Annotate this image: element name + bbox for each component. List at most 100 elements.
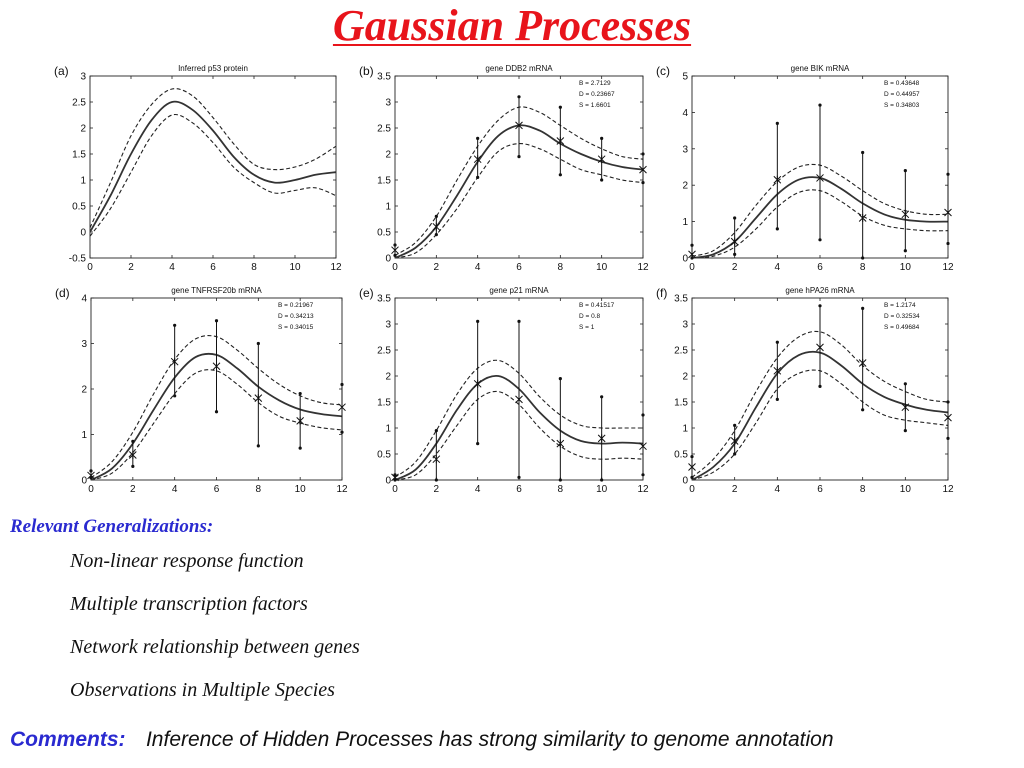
x-tick-label: 4 bbox=[775, 262, 781, 273]
error-cap-bottom bbox=[946, 241, 950, 246]
data-marker bbox=[170, 357, 179, 366]
panel-label: (a) bbox=[54, 64, 69, 78]
x-tick-label: 8 bbox=[558, 262, 564, 273]
x-tick-label: 4 bbox=[775, 484, 781, 495]
data-marker bbox=[773, 366, 782, 375]
data-marker bbox=[432, 222, 441, 231]
data-marker bbox=[391, 246, 399, 255]
data-marker bbox=[515, 121, 523, 130]
y-tick-label: 2.5 bbox=[72, 98, 86, 109]
param-text: S = 0.49684 bbox=[884, 324, 920, 331]
chart-panel: (f) gene hPA26 mRNA 0 2 4 6 8 10 12 0 0.5 1 1.5 2 2.5 3… bbox=[656, 286, 954, 495]
x-tick-label: 2 bbox=[732, 484, 738, 495]
error-cap-bottom bbox=[340, 430, 344, 434]
error-cap-top bbox=[434, 429, 438, 433]
data-point bbox=[688, 455, 696, 479]
data-point bbox=[170, 323, 179, 398]
lower-band-line bbox=[90, 113, 336, 237]
error-cap-top bbox=[558, 377, 562, 381]
data-marker bbox=[730, 437, 739, 445]
error-cap-bottom bbox=[903, 249, 907, 253]
x-tick-label: 0 bbox=[392, 262, 398, 273]
chart-title: gene BIK mRNA bbox=[791, 64, 850, 73]
error-cap-bottom bbox=[434, 233, 438, 237]
error-cap-top bbox=[600, 136, 604, 140]
chart-panel: (b) gene DDB2 mRNA 0 2 4 6 8 10 12 0 0.5 1 1.5 2 2.5 3 3… bbox=[359, 64, 649, 273]
data-marker bbox=[597, 434, 606, 443]
error-cap-bottom bbox=[517, 475, 521, 479]
panel-label: (e) bbox=[359, 286, 374, 300]
x-tick-label: 6 bbox=[516, 484, 522, 495]
error-cap-top bbox=[476, 319, 480, 323]
error-cap-bottom bbox=[733, 252, 737, 256]
plot-body bbox=[90, 88, 336, 237]
param-text: D = 0.32534 bbox=[884, 313, 920, 320]
x-tick-label: 2 bbox=[434, 484, 440, 495]
error-cap-top bbox=[434, 214, 438, 218]
data-marker bbox=[338, 403, 346, 412]
data-marker bbox=[901, 403, 910, 412]
y-tick-label: 1.5 bbox=[674, 398, 688, 409]
generalization-item: Network relationship between genes bbox=[70, 636, 360, 658]
y-tick-label: 1 bbox=[385, 424, 391, 435]
generalization-item: Observations in Multiple Species bbox=[70, 679, 335, 701]
error-cap-top bbox=[256, 341, 260, 346]
data-point bbox=[730, 423, 739, 456]
data-point bbox=[391, 243, 399, 257]
data-point bbox=[432, 214, 441, 237]
data-point bbox=[639, 413, 647, 477]
page-title: Gaussian Processes bbox=[332, 1, 692, 50]
generalizations-list: Non-linear response function Multiple tr… bbox=[70, 548, 360, 720]
param-text: S = 1 bbox=[579, 324, 595, 331]
y-tick-label: 2 bbox=[682, 181, 688, 192]
panel-label: (c) bbox=[656, 64, 670, 78]
data-point bbox=[816, 103, 824, 242]
comments-text: Inference of Hidden Processes has strong… bbox=[145, 728, 834, 751]
x-tick-label: 8 bbox=[860, 262, 866, 273]
x-tick-label: 10 bbox=[900, 262, 912, 273]
data-marker bbox=[128, 450, 137, 459]
params-box: B = 1.2174 D = 0.32534 S = 0.49684 bbox=[884, 302, 920, 331]
data-point bbox=[212, 319, 221, 414]
panel-label: (d) bbox=[55, 286, 70, 300]
data-point bbox=[597, 395, 606, 482]
error-cap-bottom bbox=[641, 181, 645, 185]
error-cap-top bbox=[517, 319, 521, 323]
generalization-item: Multiple transcription factors bbox=[70, 593, 308, 615]
error-cap-bottom bbox=[476, 175, 480, 179]
error-cap-bottom bbox=[393, 253, 397, 257]
y-tick-label: 3.5 bbox=[377, 72, 391, 83]
y-tick-label: 1.5 bbox=[72, 150, 86, 161]
error-cap-bottom bbox=[775, 397, 779, 401]
x-tick-label: 8 bbox=[256, 484, 262, 495]
x-tick-label: 2 bbox=[434, 262, 440, 273]
data-point bbox=[773, 340, 782, 401]
chart-title: gene TNFRSF20b mRNA bbox=[171, 286, 262, 295]
y-tick-label: 1 bbox=[682, 424, 688, 435]
error-cap-top bbox=[89, 469, 93, 473]
x-tick-label: 4 bbox=[172, 484, 178, 495]
data-marker bbox=[254, 394, 263, 403]
x-tick-label: 6 bbox=[817, 484, 823, 495]
mean-line bbox=[90, 100, 336, 233]
error-cap-top bbox=[600, 395, 604, 399]
param-text: D = 0.44957 bbox=[884, 91, 920, 98]
data-point bbox=[556, 105, 565, 177]
error-cap-top bbox=[818, 103, 822, 107]
data-point bbox=[944, 400, 952, 440]
y-tick-label: 0 bbox=[81, 476, 87, 487]
x-tick-label: 12 bbox=[637, 484, 649, 495]
param-text: B = 0.41517 bbox=[579, 302, 615, 309]
y-tick-label: 2 bbox=[80, 124, 86, 135]
x-tick-label: 4 bbox=[169, 262, 175, 273]
y-tick-label: 0.5 bbox=[377, 450, 391, 461]
y-tick-label: 0 bbox=[682, 476, 688, 487]
y-tick-label: 0 bbox=[385, 254, 391, 265]
x-tick-label: 0 bbox=[689, 262, 695, 273]
x-tick-label: 2 bbox=[130, 484, 136, 495]
x-tick-label: 0 bbox=[87, 262, 93, 273]
error-cap-top bbox=[861, 306, 865, 310]
error-cap-top bbox=[690, 455, 694, 459]
generalizations-heading: Relevant Generalizations: bbox=[10, 516, 214, 537]
error-cap-top bbox=[903, 169, 907, 173]
